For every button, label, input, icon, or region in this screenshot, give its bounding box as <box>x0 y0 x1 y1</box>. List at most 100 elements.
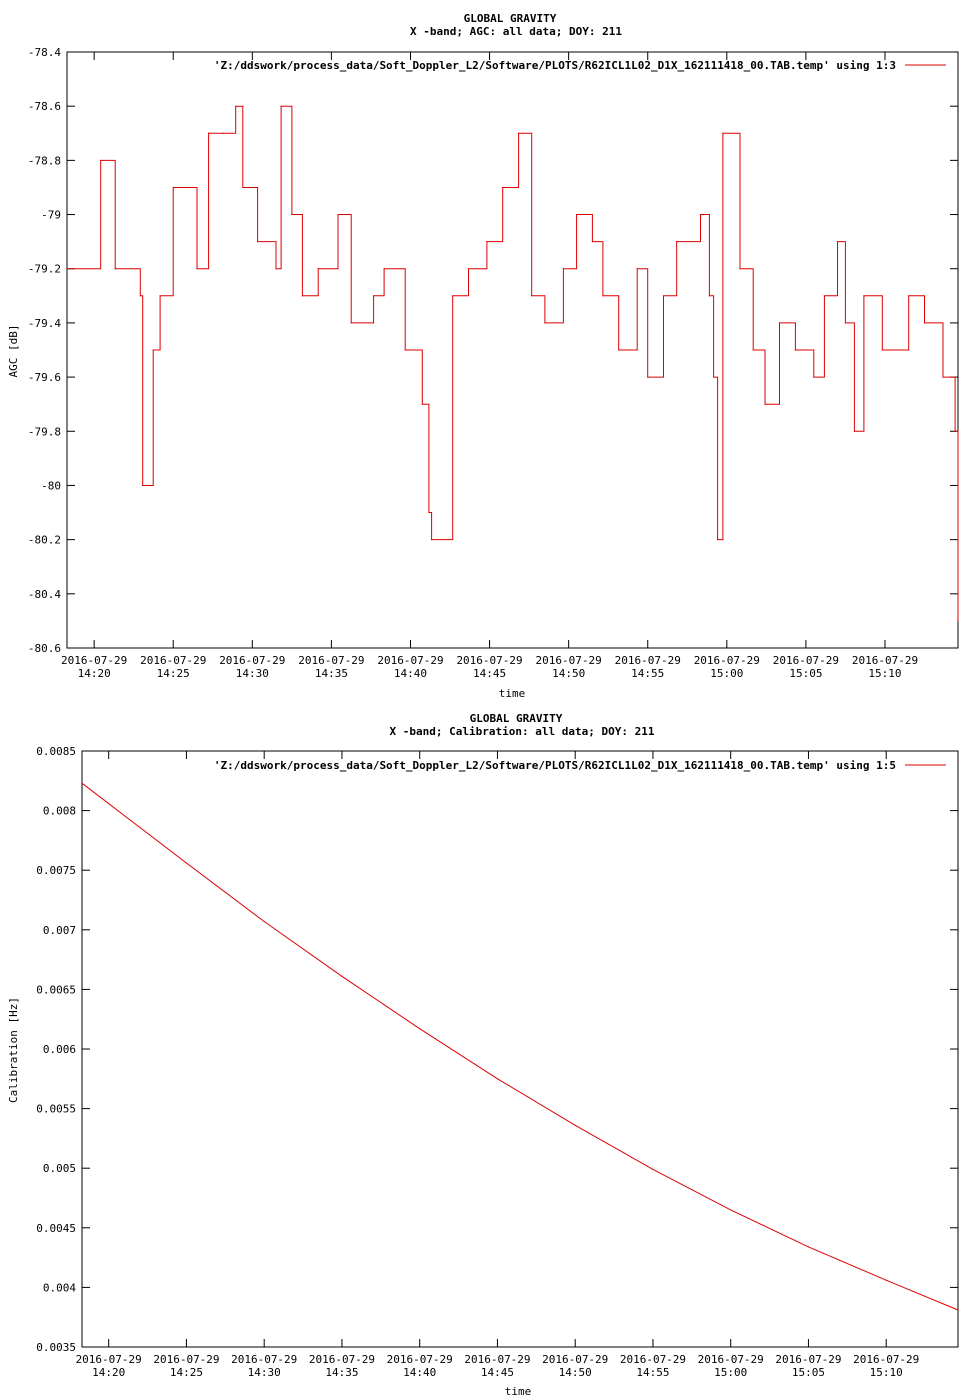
y-tick-label: -79.4 <box>28 317 61 330</box>
data-point <box>404 349 406 351</box>
x-tick-date-label: 2016-07-29 <box>298 654 364 667</box>
data-point <box>350 322 352 324</box>
data-point <box>662 295 665 297</box>
x-tick-date-label: 2016-07-29 <box>387 1353 453 1366</box>
y-tick-label: 0.0075 <box>36 864 76 877</box>
data-point <box>291 213 293 216</box>
y-tick-label: 0.0035 <box>36 1341 76 1354</box>
data-point <box>172 186 174 189</box>
data-point <box>618 349 620 351</box>
data-point <box>419 1028 421 1030</box>
data-point <box>636 268 638 270</box>
data-point <box>957 1309 959 1311</box>
data-point <box>730 1209 732 1211</box>
y-tick-label: -80.6 <box>28 642 61 655</box>
x-tick-label: 15:10 <box>868 667 901 680</box>
data-point <box>708 295 711 297</box>
data-point <box>185 862 188 864</box>
x-tick-date-label: 2016-07-29 <box>536 654 602 667</box>
data-point <box>152 349 154 351</box>
data-point <box>836 241 839 243</box>
data-point <box>716 539 719 541</box>
y-tick-label: -80.4 <box>28 588 61 601</box>
data-point <box>752 349 754 351</box>
chart-2-series-line <box>81 782 959 1311</box>
data-point <box>823 295 825 297</box>
data-point <box>235 105 237 107</box>
chart-1-title: GLOBAL GRAVITY <box>464 12 557 25</box>
x-tick-label: 14:25 <box>157 667 190 680</box>
chart-1-series-line <box>67 105 959 621</box>
x-tick-date-label: 2016-07-29 <box>542 1353 608 1366</box>
data-point <box>100 159 102 161</box>
y-tick-label: 0.0055 <box>36 1103 76 1116</box>
x-tick-label: 14:20 <box>92 1366 125 1379</box>
x-tick-label: 14:55 <box>631 667 664 680</box>
x-tick-date-label: 2016-07-29 <box>309 1353 375 1366</box>
data-point <box>908 295 910 297</box>
chart-1-plot: -78.4 -78.6 -78.8 -79 -79.2 -79.4 -79.6 -79.8 -8… <box>28 46 959 680</box>
chart-2-title: GLOBAL GRAVITY <box>470 712 563 725</box>
x-tick-date-label: 2016-07-29 <box>153 1353 219 1366</box>
x-tick-label: 15:10 <box>870 1366 903 1379</box>
chart-2-x-axis-label: time <box>505 1385 532 1398</box>
chart-2-y-axis-label: Calibration [Hz] <box>7 997 20 1103</box>
data-point <box>196 268 198 270</box>
data-point <box>885 1279 887 1281</box>
x-tick-date-label: 2016-07-29 <box>694 654 760 667</box>
data-point <box>142 484 144 487</box>
data-point <box>452 295 454 297</box>
data-point <box>301 295 304 297</box>
x-tick-label: 14:50 <box>559 1366 592 1379</box>
chart-1-y-axis-label: AGC [dB] <box>7 325 20 378</box>
data-point <box>739 268 741 270</box>
x-tick-label: 14:40 <box>403 1366 436 1379</box>
data-point <box>676 241 678 243</box>
chart-2-subtitle: X -band; Calibration: all data; DOY: 211 <box>390 725 655 738</box>
x-tick-date-label: 2016-07-29 <box>698 1353 764 1366</box>
x-tick-date-label: 2016-07-29 <box>76 1353 142 1366</box>
data-point <box>256 241 259 243</box>
data-point <box>139 295 141 297</box>
data-point <box>575 213 578 216</box>
x-tick-label: 15:05 <box>792 1366 825 1379</box>
y-tick-label: 0.0065 <box>36 983 76 996</box>
y-tick-label: -79.8 <box>28 425 61 438</box>
chart-2-legend-label: 'Z:/ddswork/process_data/Soft_Doppler_L2… <box>214 759 896 772</box>
y-tick-label: 0.007 <box>43 924 76 937</box>
data-point <box>421 403 423 405</box>
data-point <box>591 241 593 243</box>
data-point <box>574 1124 576 1126</box>
data-point <box>813 376 815 378</box>
y-tick-label: -78.8 <box>28 154 61 167</box>
data-point <box>372 295 375 297</box>
y-tick-label: -79.2 <box>28 263 61 276</box>
x-tick-date-label: 2016-07-29 <box>140 654 206 667</box>
data-point <box>317 268 319 270</box>
x-tick-date-label: 2016-07-29 <box>620 1353 686 1366</box>
data-point <box>764 403 766 405</box>
x-tick-date-label: 2016-07-29 <box>456 654 522 667</box>
data-point <box>242 186 244 189</box>
x-tick-date-label: 2016-07-29 <box>852 654 918 667</box>
chart-2-plot: 0.0085 0.008 0.0075 0.007 0.0065 0.006 0.0055 0… <box>36 745 959 1379</box>
data-point <box>562 268 564 270</box>
x-tick-date-label: 2016-07-29 <box>775 1353 841 1366</box>
data-point <box>853 430 856 432</box>
data-point <box>957 620 959 622</box>
data-point <box>502 186 504 189</box>
x-tick-date-label: 2016-07-29 <box>773 654 839 667</box>
x-tick-label: 15:00 <box>714 1366 747 1379</box>
data-point <box>954 430 956 432</box>
x-tick-label: 14:35 <box>325 1366 358 1379</box>
data-point <box>602 295 604 297</box>
x-tick-label: 14:40 <box>394 667 427 680</box>
data-point <box>942 376 944 378</box>
y-tick-label: 0.0045 <box>36 1222 76 1235</box>
data-point <box>383 268 385 270</box>
y-tick-label: -78.4 <box>28 46 61 59</box>
data-point <box>222 132 224 134</box>
data-point <box>778 322 781 324</box>
data-point <box>159 295 161 297</box>
